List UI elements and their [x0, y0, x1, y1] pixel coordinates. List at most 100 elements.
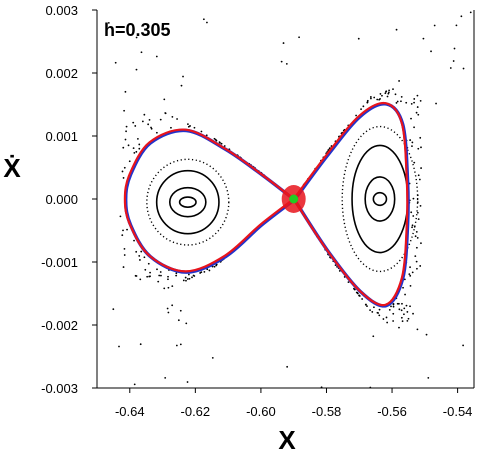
- outer-point: [430, 50, 432, 53]
- chaotic-point: [134, 125, 137, 127]
- chaotic-point: [414, 255, 417, 258]
- outer-point: [186, 381, 189, 383]
- chaotic-point: [394, 93, 397, 96]
- outer-point: [139, 343, 142, 346]
- chaotic-point: [410, 211, 413, 214]
- y-tick-label: 0.002: [45, 66, 78, 81]
- chaotic-point: [411, 271, 414, 274]
- x-tick-label: -0.58: [312, 404, 342, 419]
- chaotic-point: [132, 121, 135, 124]
- chaotic-point: [121, 170, 124, 173]
- outer-point: [123, 109, 126, 112]
- chaotic-point: [184, 276, 187, 279]
- outer-point: [416, 328, 419, 331]
- y-tick-label: 0.003: [45, 3, 78, 18]
- right-orbit: [351, 144, 409, 254]
- left-separatrix-shadow: [124, 128, 296, 274]
- left-orbit: [146, 158, 230, 246]
- chaotic-point: [400, 100, 402, 103]
- chaotic-point: [220, 142, 223, 145]
- right-orbit: [364, 176, 396, 222]
- outer-point: [455, 24, 458, 27]
- x-tick-label: -0.56: [377, 404, 407, 419]
- outer-point: [298, 36, 300, 39]
- chaotic-point: [416, 194, 419, 197]
- chaotic-point: [409, 284, 412, 287]
- chaotic-point: [410, 103, 413, 105]
- chaotic-point: [381, 94, 383, 97]
- chaotic-point: [206, 268, 209, 271]
- outer-point: [462, 344, 465, 347]
- outer-point: [155, 55, 158, 58]
- chaotic-point: [123, 166, 126, 169]
- chaotic-point: [419, 204, 422, 207]
- annotation-h: h=0.305: [104, 20, 171, 40]
- chaotic-point: [392, 320, 395, 322]
- chaotic-point: [187, 123, 189, 126]
- chaotic-point: [144, 268, 147, 271]
- outer-point: [435, 102, 437, 105]
- chaotic-point: [175, 272, 178, 275]
- outer-point: [164, 376, 167, 379]
- chaotic-point: [401, 320, 404, 323]
- chaotic-point: [413, 161, 416, 164]
- left-orbit: [178, 196, 197, 208]
- outer-point: [167, 311, 170, 314]
- chaotic-point: [396, 302, 399, 305]
- chaotic-point: [409, 266, 411, 269]
- chaotic-point: [404, 293, 406, 296]
- y-axis-title: Ẋ: [3, 153, 21, 183]
- y-tick-label: -0.003: [41, 381, 78, 396]
- chaotic-point: [208, 269, 211, 272]
- outer-point: [182, 75, 184, 78]
- outer-point: [124, 90, 127, 93]
- chaotic-point: [385, 316, 388, 319]
- chaotic-point: [141, 120, 144, 123]
- chaotic-point: [416, 211, 419, 214]
- x-tick-label: -0.62: [181, 404, 211, 419]
- chaotic-point: [156, 268, 158, 271]
- chaotic-point: [132, 147, 135, 150]
- chaotic-point: [419, 265, 422, 267]
- outer-point: [179, 309, 182, 312]
- chaotic-point: [388, 309, 391, 311]
- x-tick-label: -0.54: [443, 404, 473, 419]
- chaotic-point: [416, 267, 418, 270]
- chaotic-point: [358, 294, 360, 297]
- chaotic-point: [122, 229, 124, 232]
- chaotic-point: [170, 126, 172, 129]
- outer-point: [460, 15, 463, 18]
- chaotic-point: [384, 92, 387, 95]
- chaotic-point: [125, 125, 128, 128]
- chaotic-point: [400, 96, 403, 98]
- chaotic-point: [147, 123, 150, 126]
- outer-point: [107, 21, 110, 24]
- chaotic-point: [360, 108, 362, 111]
- outer-point: [135, 36, 138, 39]
- chaotic-point: [401, 302, 403, 305]
- outer-point: [180, 84, 183, 87]
- chaotic-point: [370, 97, 372, 100]
- chaotic-point: [412, 215, 415, 217]
- chaotic-point: [406, 311, 409, 313]
- chaotic-point: [147, 262, 150, 265]
- outer-point: [133, 383, 136, 386]
- outer-point: [462, 67, 465, 70]
- right-separatrix: [292, 101, 409, 307]
- chaotic-point: [390, 305, 392, 308]
- chaotic-point: [203, 270, 206, 273]
- outer-point: [163, 98, 166, 101]
- chaotic-point: [140, 250, 143, 253]
- outer-point: [286, 365, 289, 368]
- outer-point: [433, 24, 436, 27]
- chaotic-point: [143, 256, 146, 259]
- chaotic-point: [215, 263, 218, 266]
- chaotic-point: [157, 280, 160, 283]
- y-tick-label: 0.001: [45, 129, 78, 144]
- chaotic-point: [416, 94, 419, 97]
- right-orbit: [341, 125, 419, 273]
- chaotic-point: [164, 112, 167, 115]
- chaotic-point: [392, 312, 395, 315]
- chaotic-point: [414, 235, 417, 238]
